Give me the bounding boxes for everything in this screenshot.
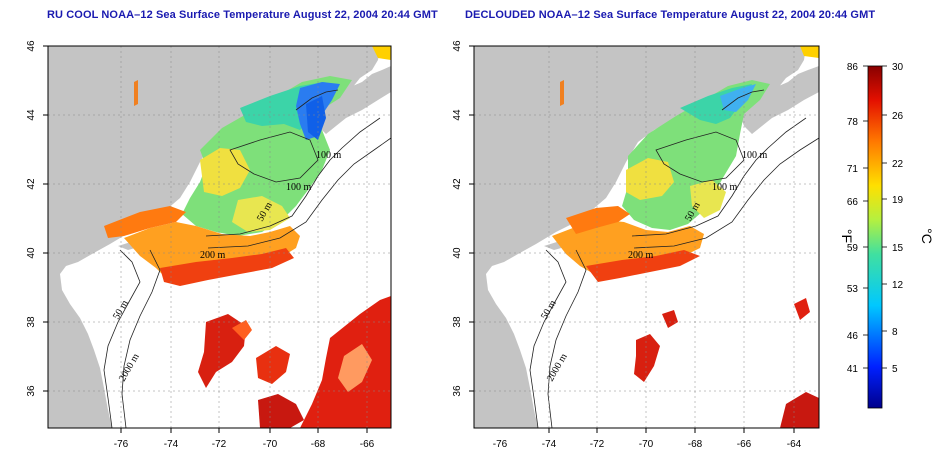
left-sst-gulfstream-6 — [232, 320, 252, 340]
colorbar-ticks — [863, 65, 887, 369]
right-contour-label-200m: 200 m — [628, 250, 654, 261]
left-graticule — [48, 46, 391, 428]
celsius-label: °C — [919, 228, 935, 244]
right-map: 100 m 100 m 50 m 200 m 50 m 2000 m — [474, 46, 819, 428]
right-lat-tick: 42 — [452, 178, 463, 190]
celsius-tick: 12 — [892, 280, 904, 291]
left-sst-orange — [124, 222, 300, 280]
right-lon-tick: -74 — [542, 439, 557, 450]
fahrenheit-tick: 41 — [847, 364, 859, 375]
right-sst-gulfstream-3 — [794, 298, 810, 320]
right-graticule — [474, 46, 819, 428]
left-lat-tick: 42 — [26, 178, 37, 190]
left-sst-yellow2 — [232, 196, 290, 232]
left-lat-tick: 46 — [26, 40, 37, 52]
left-contour-label-200m: 200 m — [200, 250, 226, 261]
fahrenheit-tick: 59 — [847, 243, 859, 254]
left-sst-gulfstream-1 — [198, 314, 246, 388]
fahrenheit-tick: 86 — [847, 62, 859, 73]
right-lat-tick: 46 — [452, 40, 463, 52]
right-sst-gulfstream-4 — [780, 392, 819, 428]
left-lat-tick: 44 — [26, 109, 37, 121]
right-lon-tick: -68 — [688, 439, 703, 450]
celsius-tick: 19 — [892, 195, 904, 206]
right-contour-label-100m-b: 100 m — [712, 182, 738, 193]
celsius-tick: 30 — [892, 62, 904, 73]
right-lat-tick: 38 — [452, 316, 463, 328]
left-lat-tick: 38 — [26, 316, 37, 328]
celsius-tick: 8 — [892, 327, 898, 338]
fahrenheit-label: °F — [839, 229, 855, 243]
left-lat-tick: 36 — [26, 385, 37, 397]
right-lat-tick: 40 — [452, 247, 463, 259]
right-lon-tick: -64 — [787, 439, 802, 450]
left-nova-scotia — [310, 66, 391, 134]
fahrenheit-tick: 46 — [847, 331, 859, 342]
fahrenheit-tick: 66 — [847, 197, 859, 208]
left-panel-title: RU COOL NOAA–12 Sea Surface Temperature … — [47, 9, 438, 21]
right-lat-tick: 36 — [452, 385, 463, 397]
left-lon-tick: -66 — [360, 439, 375, 450]
celsius-tick: 15 — [892, 243, 904, 254]
right-sst-ne-patch — [800, 46, 819, 58]
left-lon-tick: -74 — [164, 439, 179, 450]
fahrenheit-tick: 53 — [847, 284, 859, 295]
left-sst-gulfstream-2 — [256, 346, 290, 384]
celsius-tick: 26 — [892, 111, 904, 122]
left-sst-gulfstream-5 — [258, 394, 304, 428]
right-panel-title: DECLOUDED NOAA–12 Sea Surface Temperatur… — [465, 9, 876, 21]
left-lon-tick: -68 — [311, 439, 326, 450]
left-lon-tick: -76 — [114, 439, 129, 450]
right-lon-tick: -76 — [493, 439, 508, 450]
right-nova-scotia — [736, 66, 819, 134]
left-sst-blue2 — [306, 96, 326, 140]
right-lon-tick: -66 — [737, 439, 752, 450]
right-sst-gulfstream-1 — [634, 334, 660, 382]
left-lon-tick: -70 — [263, 439, 278, 450]
right-sst-fleck — [560, 80, 564, 106]
right-lat-tick: 44 — [452, 109, 463, 121]
left-land — [48, 46, 380, 428]
right-sst-yellow — [626, 158, 674, 200]
right-land — [474, 46, 806, 428]
left-sst-orange2 — [104, 206, 186, 238]
fahrenheit-tick: 71 — [847, 164, 859, 175]
left-lon-tick: -72 — [212, 439, 227, 450]
left-sst-yellow — [200, 148, 250, 196]
left-contour-label-100m-b: 100 m — [286, 182, 312, 193]
celsius-tick: 22 — [892, 159, 904, 170]
right-sst-orange2 — [566, 206, 630, 234]
left-contour-label-100m-a: 100 m — [316, 150, 342, 161]
left-sst-gulfstream-4 — [338, 344, 372, 392]
right-contour-label-100m-a: 100 m — [742, 150, 768, 161]
fahrenheit-tick: 78 — [847, 117, 859, 128]
left-sst-fleck — [134, 80, 138, 106]
right-lon-tick: -72 — [590, 439, 605, 450]
right-sst-gulfstream-2 — [662, 310, 678, 328]
right-lon-tick: -70 — [639, 439, 654, 450]
colorbar — [867, 65, 883, 409]
right-sst-yellow2 — [690, 180, 726, 218]
right-sst-red-band — [586, 250, 700, 282]
left-map: 100 m 100 m 50 m 200 m 50 m 2000 m — [48, 46, 391, 428]
left-sst-ne-patch — [372, 46, 391, 60]
left-depth-contours — [103, 89, 391, 428]
axis-ticks — [43, 45, 795, 433]
celsius-tick: 5 — [892, 364, 898, 375]
left-sst-red-band — [160, 248, 294, 286]
left-lat-tick: 40 — [26, 247, 37, 259]
